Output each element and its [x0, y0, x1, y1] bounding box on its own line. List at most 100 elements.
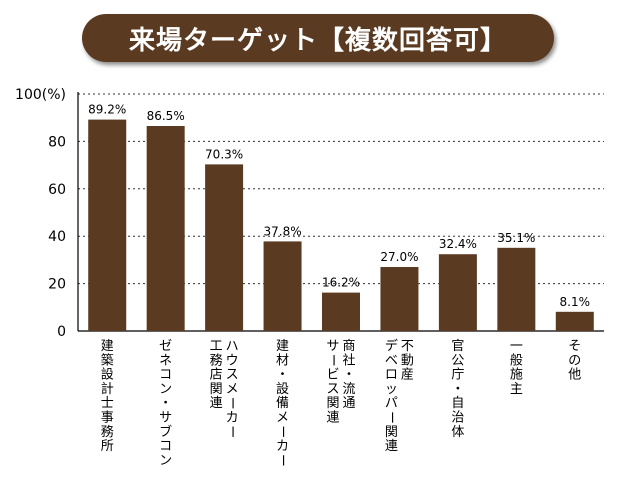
- bar: [497, 247, 536, 331]
- category-label-char: カ: [226, 411, 239, 426]
- y-tick-label: 20: [48, 277, 66, 293]
- category-label: その他: [568, 339, 581, 383]
- category-label-char: 連: [385, 439, 398, 454]
- data-label: 37.8%: [263, 224, 301, 238]
- category-label-char: 公: [451, 353, 464, 368]
- category-label-char: 施: [510, 368, 523, 383]
- data-label: 32.4%: [439, 237, 477, 251]
- chart-title-banner: 来場ターゲット【複数回答可】: [82, 14, 554, 62]
- category-label-char: 治: [451, 411, 464, 426]
- category-label-char: ー: [224, 425, 239, 438]
- category-label-char: 工: [210, 339, 223, 354]
- category-label-char: ネ: [159, 353, 172, 368]
- category-label-char: サ: [159, 411, 172, 426]
- data-label: 89.2%: [88, 103, 126, 117]
- bar: [205, 164, 244, 331]
- category-label-char: 関: [210, 382, 223, 397]
- category-label-char: ッ: [385, 382, 398, 397]
- bar: [438, 254, 477, 331]
- category-label-char: 材: [276, 353, 289, 368]
- data-label: 86.5%: [147, 109, 185, 123]
- category-label-char: ス: [326, 382, 339, 397]
- category-label-char: 流: [342, 382, 355, 397]
- category-label-char: ー: [325, 354, 340, 367]
- category-label-char: 務: [210, 353, 223, 368]
- category-label-char: ン: [159, 453, 172, 468]
- category-label-char: 事: [101, 411, 114, 426]
- category-label-char: ベ: [385, 353, 398, 368]
- category-label-char: 産: [401, 367, 414, 383]
- category-label-char: 計: [101, 381, 114, 397]
- category-label-char: ー: [275, 454, 290, 467]
- category-label-char: パ: [385, 396, 398, 411]
- category-label-char: ・: [451, 382, 464, 397]
- category-label-char: コ: [159, 439, 172, 454]
- category-label-char: 一: [510, 339, 523, 354]
- y-tick-label: 0: [57, 324, 66, 340]
- category-label-char: サ: [326, 339, 339, 354]
- category-label: 官公庁・自治体: [451, 338, 464, 440]
- category-label-char: メ: [276, 411, 289, 426]
- category-label-char: ハ: [226, 339, 239, 354]
- y-tick-label: 80: [48, 134, 66, 150]
- category-label-char: 主: [510, 382, 523, 397]
- category-label-char: 務: [101, 425, 114, 440]
- category-label-char: 般: [510, 352, 523, 368]
- category-label-char: ウ: [226, 353, 239, 368]
- category-label-char: ー: [275, 425, 290, 438]
- category-label-char: ビ: [326, 368, 339, 383]
- category-label-char: コ: [159, 368, 172, 383]
- data-label: 35.1%: [497, 231, 535, 245]
- category-label-char: 自: [451, 396, 464, 411]
- y-tick-label: 60: [48, 182, 66, 198]
- bar: [88, 119, 127, 331]
- category-label-char: ・: [276, 368, 289, 383]
- category-label-char: 備: [276, 395, 289, 411]
- category-label-char: ー: [224, 397, 239, 410]
- category-label-char: 設: [101, 367, 114, 383]
- bar: [146, 125, 185, 332]
- category-label-char: ン: [159, 382, 172, 397]
- bar: [263, 241, 302, 331]
- category-label-char: 所: [101, 439, 114, 454]
- category-label-char: 連: [210, 396, 223, 411]
- category-label-char: 動: [401, 353, 414, 368]
- category-label-char: 通: [342, 396, 355, 411]
- category-label-char: 不: [401, 339, 414, 354]
- category-label-char: ロ: [385, 368, 398, 383]
- category-label-char: 社: [342, 352, 355, 368]
- category-label-char: 庁: [451, 368, 464, 383]
- category-label-char: 商: [342, 339, 355, 354]
- category-label-char: ゼ: [159, 339, 172, 354]
- y-tick-label: 40: [48, 229, 66, 245]
- category-label-char: 建: [276, 339, 289, 354]
- bar: [555, 311, 594, 331]
- data-label: 8.1%: [560, 295, 591, 309]
- category-label-char: 築: [101, 353, 114, 368]
- category-label-char: ・: [342, 368, 355, 383]
- data-label: 16.2%: [322, 276, 360, 290]
- category-label-char: ス: [226, 368, 239, 383]
- bar: [322, 292, 360, 331]
- category-label-char: 建: [101, 339, 114, 354]
- category-label-char: ブ: [159, 424, 172, 440]
- category-label-char: カ: [276, 439, 289, 454]
- category-label-char: ー: [383, 411, 398, 424]
- category-label-char: 体: [451, 425, 464, 440]
- category-label-char: 官: [451, 338, 464, 354]
- category-label-char: 関: [326, 396, 339, 411]
- category-label-char: 設: [276, 381, 289, 397]
- category-label-char: ・: [159, 396, 172, 411]
- data-label: 70.3%: [205, 147, 243, 161]
- category-label-char: の: [568, 353, 581, 368]
- category-label-char: 連: [326, 411, 339, 426]
- y-tick-label: 100(%): [15, 87, 66, 103]
